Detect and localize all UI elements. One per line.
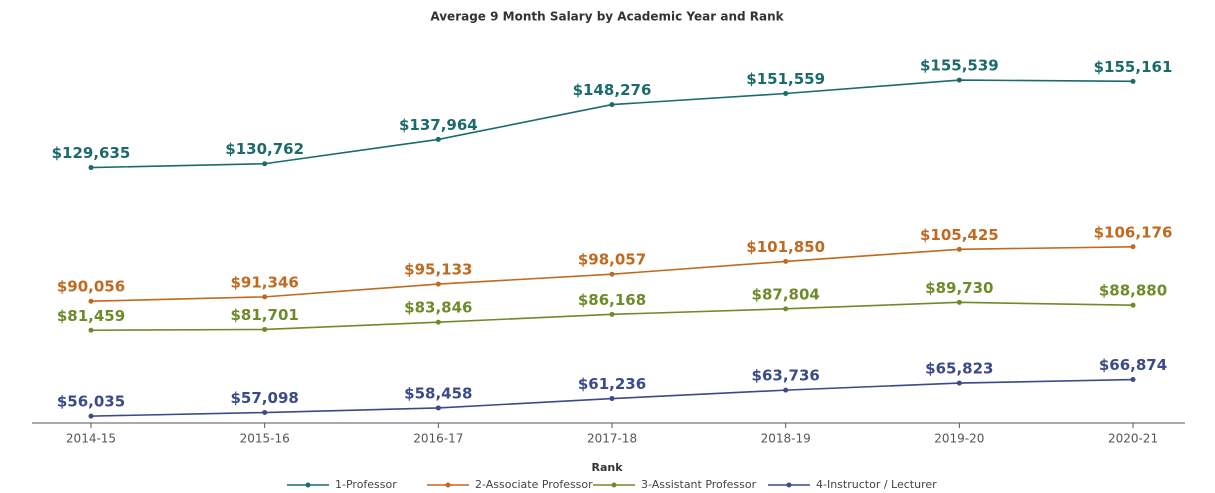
legend-label: 2-Associate Professor bbox=[475, 478, 593, 491]
point bbox=[262, 161, 268, 167]
legend-label: 4-Instructor / Lecturer bbox=[816, 478, 937, 491]
legend-marker bbox=[305, 482, 311, 488]
value-label: $106,176 bbox=[1094, 223, 1173, 241]
value-label: $88,880 bbox=[1099, 282, 1167, 300]
point bbox=[1130, 302, 1136, 308]
legend-title: Rank bbox=[591, 461, 623, 474]
value-label: $130,762 bbox=[225, 140, 304, 158]
value-label: $87,804 bbox=[752, 285, 820, 303]
legend-marker bbox=[445, 482, 451, 488]
x-tick-label: 2016-17 bbox=[413, 432, 463, 446]
value-label: $56,035 bbox=[57, 393, 125, 411]
value-label: $57,098 bbox=[231, 389, 299, 407]
point bbox=[956, 299, 962, 305]
point bbox=[262, 294, 268, 300]
value-label: $105,425 bbox=[920, 226, 999, 244]
point bbox=[956, 246, 962, 252]
value-label: $83,846 bbox=[404, 299, 472, 317]
legend-label: 1-Professor bbox=[335, 478, 397, 491]
point bbox=[1130, 78, 1136, 84]
point bbox=[435, 136, 441, 142]
point bbox=[262, 410, 268, 416]
point bbox=[88, 327, 94, 333]
x-tick-label: 2017-18 bbox=[587, 432, 637, 446]
point bbox=[435, 319, 441, 325]
point bbox=[956, 77, 962, 83]
point bbox=[88, 298, 94, 304]
x-tick-label: 2015-16 bbox=[240, 432, 290, 446]
point bbox=[609, 311, 615, 317]
point bbox=[1130, 244, 1136, 250]
point bbox=[609, 102, 615, 108]
x-tick-label: 2019-20 bbox=[934, 432, 984, 446]
legend-marker bbox=[611, 482, 617, 488]
value-label: $66,874 bbox=[1099, 356, 1167, 374]
x-tick-label: 2020-21 bbox=[1108, 432, 1158, 446]
point bbox=[783, 387, 789, 393]
value-label: $90,056 bbox=[57, 278, 125, 296]
legend-label: 3-Assistant Professor bbox=[641, 478, 757, 491]
x-tick-label: 2018-19 bbox=[761, 432, 811, 446]
value-label: $61,236 bbox=[578, 375, 646, 393]
value-label: $81,459 bbox=[57, 307, 125, 325]
value-label: $86,168 bbox=[578, 291, 646, 309]
point bbox=[609, 396, 615, 402]
point bbox=[88, 165, 94, 171]
value-label: $137,964 bbox=[399, 116, 478, 134]
value-label: $151,559 bbox=[746, 70, 825, 88]
value-label: $91,346 bbox=[231, 273, 299, 291]
value-label: $81,701 bbox=[231, 306, 299, 324]
value-label: $148,276 bbox=[573, 81, 652, 99]
value-label: $155,161 bbox=[1094, 58, 1173, 76]
point bbox=[435, 405, 441, 411]
value-label: $155,539 bbox=[920, 57, 999, 75]
value-label: $95,133 bbox=[404, 261, 472, 279]
value-label: $63,736 bbox=[752, 367, 820, 385]
value-label: $129,635 bbox=[52, 144, 131, 162]
point bbox=[783, 258, 789, 264]
point bbox=[88, 413, 94, 419]
value-label: $89,730 bbox=[925, 279, 993, 297]
point bbox=[609, 271, 615, 277]
value-label: $101,850 bbox=[746, 238, 825, 256]
point bbox=[783, 306, 789, 312]
value-label: $65,823 bbox=[925, 360, 993, 378]
point bbox=[956, 380, 962, 386]
x-tick-label: 2014-15 bbox=[66, 432, 116, 446]
point bbox=[262, 326, 268, 332]
point bbox=[783, 91, 789, 97]
value-label: $98,057 bbox=[578, 251, 646, 269]
value-label: $58,458 bbox=[404, 384, 472, 402]
point bbox=[1130, 377, 1136, 383]
point bbox=[435, 281, 441, 287]
legend-marker bbox=[786, 482, 792, 488]
chart-title: Average 9 Month Salary by Academic Year … bbox=[430, 10, 784, 24]
